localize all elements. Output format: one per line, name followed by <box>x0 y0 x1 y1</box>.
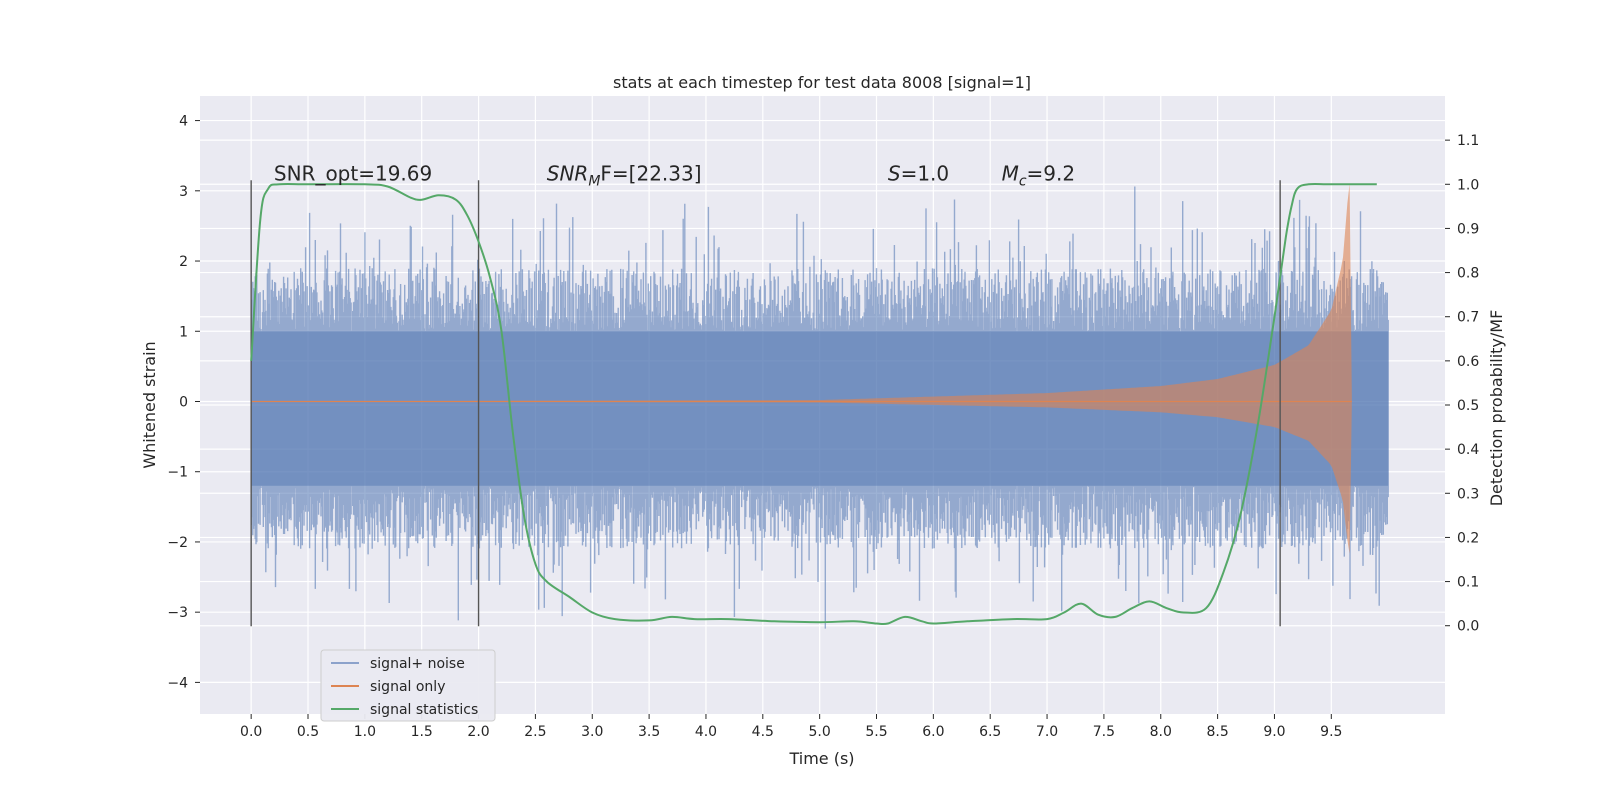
y-axis-label: Whitened strain <box>140 341 159 468</box>
y2-tick-label: 0.0 <box>1457 619 1479 635</box>
y-tick-label: 1 <box>179 324 188 340</box>
y2-axis-label: Detection probability/MF <box>1487 310 1506 507</box>
signal-statistics-series <box>250 182 1377 626</box>
x-tick-label: 8.0 <box>1150 724 1172 740</box>
y2-tick-label: 0.5 <box>1457 398 1479 414</box>
x-tick-label: 7.5 <box>1093 724 1115 740</box>
chart-title: stats at each timestep for test data 800… <box>613 73 1031 92</box>
legend-label-signal-only: signal only <box>370 679 445 695</box>
y-axis-ticks: −4 −3 −2 −1 0 1 2 3 4 <box>167 114 200 691</box>
annotation-snr-mf: SNRMF=[22.33] <box>547 161 702 189</box>
x-tick-label: 6.0 <box>922 724 944 740</box>
y2-tick-label: 0.9 <box>1457 221 1479 237</box>
annotation-s-val: S=1.0 <box>888 161 949 185</box>
annotations: SNR_opt=19.69 SNRMF=[22.33] S=1.0 Mc=9.2 <box>274 161 1075 189</box>
y-tick-label: 4 <box>179 114 188 130</box>
y2-tick-label: 0.6 <box>1457 354 1479 370</box>
x-tick-label: 4.0 <box>695 724 717 740</box>
x-tick-label: 5.5 <box>865 724 887 740</box>
x-tick-label: 7.0 <box>1036 724 1058 740</box>
x-tick-label: 0.0 <box>240 724 262 740</box>
y2-tick-label: 1.0 <box>1457 177 1479 193</box>
y2-tick-label: 0.2 <box>1457 530 1479 546</box>
annotation-mc-val: Mc=9.2 <box>1002 161 1076 189</box>
legend-label-noise: signal+ noise <box>370 656 465 672</box>
x-tick-label: 1.0 <box>354 724 376 740</box>
y-tick-label: −1 <box>167 465 188 481</box>
y2-tick-label: 0.7 <box>1457 310 1479 326</box>
statistics-line <box>250 182 1377 626</box>
x-tick-label: 3.0 <box>581 724 603 740</box>
x-axis-label: Time (s) <box>788 749 854 768</box>
x-tick-label: 9.0 <box>1263 724 1285 740</box>
y-tick-label: 0 <box>179 394 188 410</box>
y2-tick-label: 0.4 <box>1457 442 1479 458</box>
x-tick-label: 2.0 <box>467 724 489 740</box>
y2-tick-label: 0.8 <box>1457 266 1479 282</box>
y2-tick-label: 1.1 <box>1457 133 1479 149</box>
annotation-snr-opt: SNR_opt=19.69 <box>274 161 432 185</box>
y-tick-label: 2 <box>179 254 188 270</box>
legend-box <box>320 649 496 722</box>
y-tick-label: −4 <box>167 675 188 691</box>
y-tick-label: −2 <box>167 535 188 551</box>
x-tick-label: 5.0 <box>809 724 831 740</box>
x-axis-ticks: 0.0 0.5 1.0 1.5 2.0 2.5 3.0 3.5 4.0 4.5 5.0 5.5 6.0 6… <box>240 714 1342 740</box>
y2-axis-ticks: 0.0 0.1 0.2 0.3 0.4 0.5 0.6 0.7 0.8 0.9 1.0 1.1 <box>1445 133 1479 635</box>
x-tick-label: 9.5 <box>1320 724 1342 740</box>
y2-tick-label: 0.1 <box>1457 575 1479 591</box>
x-tick-label: 6.5 <box>979 724 1001 740</box>
x-tick-label: 0.5 <box>297 724 319 740</box>
x-tick-label: 8.5 <box>1206 724 1228 740</box>
y2-tick-label: 0.3 <box>1457 486 1479 502</box>
segment-markers <box>250 180 1281 627</box>
legend-label-statistics: signal statistics <box>370 702 478 718</box>
y-tick-label: −3 <box>167 605 188 621</box>
legend: signal+ noise signal only signal statist… <box>320 649 496 722</box>
x-tick-label: 1.5 <box>411 724 433 740</box>
x-tick-label: 4.5 <box>752 724 774 740</box>
x-tick-label: 3.5 <box>638 724 660 740</box>
x-tick-label: 2.5 <box>524 724 546 740</box>
y-tick-label: 3 <box>179 184 188 200</box>
signal-only-series <box>251 183 1352 554</box>
